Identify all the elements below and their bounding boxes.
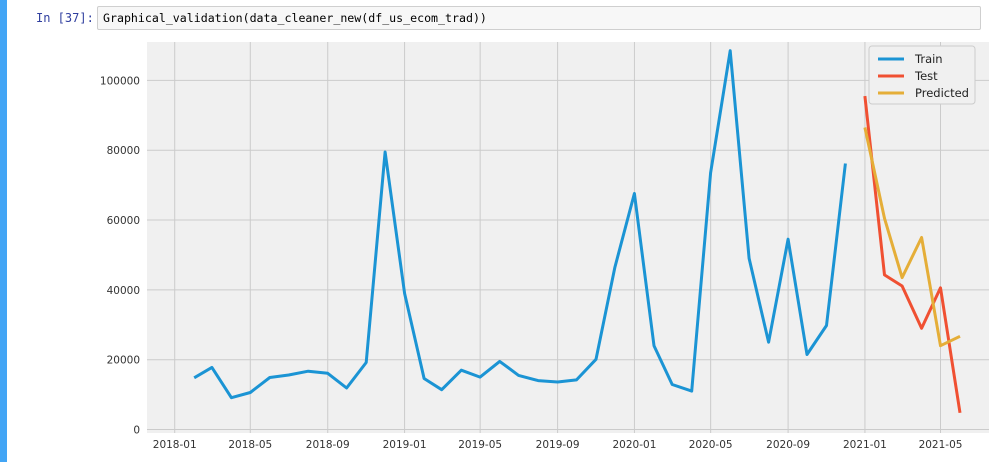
series-line-train <box>193 49 847 400</box>
y-tick-label: 20000 <box>107 355 140 367</box>
y-tick-label: 0 <box>133 425 140 437</box>
legend: Train Test Predicted <box>868 45 976 105</box>
line-chart: 2018-01 2018-05 2018-09 2019-01 2019-05 2019-… <box>100 42 989 451</box>
x-tick-label: 2018-01 <box>153 439 197 451</box>
cell-prompt: In [37]: <box>36 11 94 25</box>
y-tick-label: 60000 <box>107 215 140 227</box>
x-tick-label: 2021-01 <box>843 439 887 451</box>
x-tick-label: 2020-05 <box>689 439 733 451</box>
cell-selection-bar <box>0 0 7 462</box>
x-tick-label: 2020-09 <box>766 439 810 451</box>
x-tick-label: 2019-09 <box>536 439 580 451</box>
legend-label-train: Train <box>914 52 943 66</box>
y-tick-label: 100000 <box>100 75 140 87</box>
series-line-test <box>863 95 962 414</box>
legend-label-predicted: Predicted <box>915 86 969 100</box>
series-line-predicted <box>863 127 961 348</box>
x-tick-label: 2019-01 <box>383 439 427 451</box>
y-tick-label: 80000 <box>107 145 140 157</box>
x-tick-label: 2018-05 <box>228 439 272 451</box>
x-tick-label: 2019-05 <box>458 439 502 451</box>
x-tick-label: 2018-09 <box>306 439 350 451</box>
cell-output: 2018-01 2018-05 2018-09 2019-01 2019-05 2019-… <box>97 38 992 462</box>
x-tick-label: 2020-01 <box>613 439 657 451</box>
x-tick-label: 2021-05 <box>919 439 963 451</box>
code-input[interactable]: Graphical_validation(data_cleaner_new(df… <box>97 6 981 30</box>
plot-area <box>147 42 989 433</box>
y-tick-label: 40000 <box>107 285 140 297</box>
legend-label-test: Test <box>914 69 938 83</box>
